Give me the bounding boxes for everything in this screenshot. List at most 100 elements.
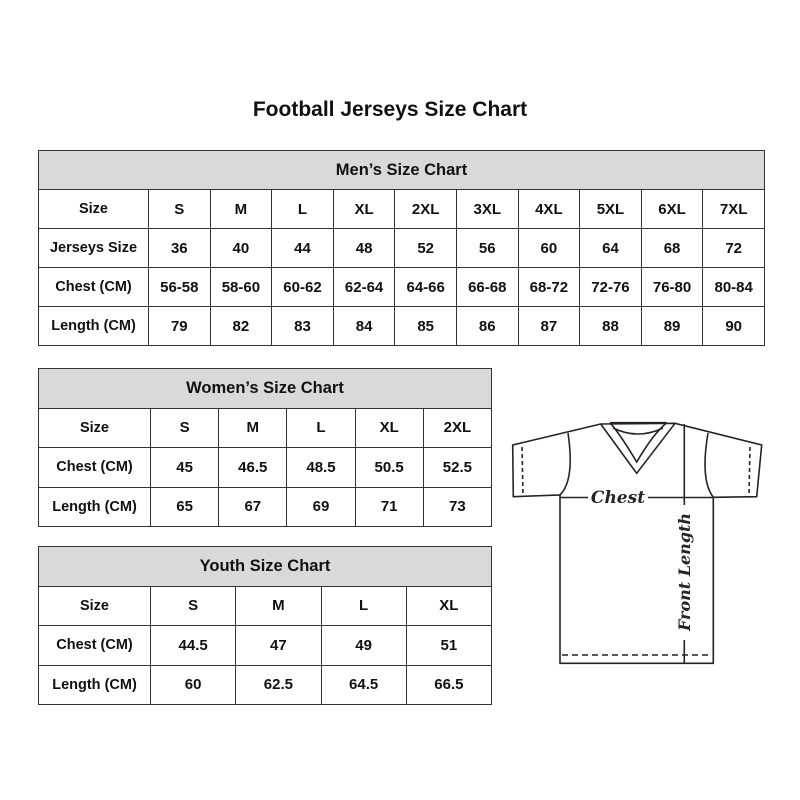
- table-cell: 67: [218, 486, 288, 527]
- table-cell: 3XL: [455, 189, 519, 229]
- womens-size-table: Women’s Size Chart Size S M L XL 2XL Chest (CM)…: [38, 368, 493, 527]
- table-cell: 52.5: [422, 447, 493, 488]
- table-cell: 36: [148, 228, 211, 268]
- table-cell: 80-84: [702, 267, 765, 307]
- table-cell: 56-58: [148, 267, 211, 307]
- table-cell: 2XL: [394, 189, 457, 229]
- jersey-measurement-diagram: Chest Front Length: [511, 421, 763, 665]
- table-cell: S: [149, 407, 220, 448]
- table-cell: 73: [422, 486, 493, 527]
- table-cell: 64.5: [320, 664, 407, 705]
- table-cell: 47: [235, 625, 322, 666]
- table-cell: 62.5: [235, 664, 322, 705]
- table-cell: 64-66: [394, 267, 457, 307]
- table-cell: 5XL: [579, 189, 642, 229]
- table-cell: 88: [579, 306, 642, 346]
- table-cell: 52: [394, 228, 457, 268]
- table-cell: 60-62: [271, 267, 334, 307]
- table-cell: 76-80: [640, 267, 704, 307]
- table-cell: 40: [209, 228, 273, 268]
- table-cell: L: [320, 585, 407, 626]
- table-cell: 68-72: [517, 267, 581, 307]
- table-cell: 84: [332, 306, 396, 346]
- collar-inner: [609, 421, 668, 464]
- page-title: Football Jerseys Size Chart: [252, 98, 528, 121]
- row-header: Length (CM): [38, 664, 151, 705]
- table-cell: L: [286, 407, 356, 448]
- table-cell: 62-64: [332, 267, 396, 307]
- table-cell: 46.5: [218, 447, 288, 488]
- row-header: Chest (CM): [38, 447, 151, 488]
- table-cell: 44: [271, 228, 334, 268]
- table-cell: 66.5: [405, 664, 493, 705]
- row-header: Length (CM): [38, 306, 149, 346]
- chest-label: Chest: [591, 488, 645, 508]
- table-cell: 85: [394, 306, 457, 346]
- table-cell: 48: [332, 228, 396, 268]
- table-row: Chest (CM) 45 46.5 48.5 50.5 52.5: [38, 447, 493, 488]
- youth-size-table: Youth Size Chart Size S M L XL Chest (CM) 44.5 4…: [38, 546, 493, 705]
- table-cell: 6XL: [640, 189, 704, 229]
- table-cell: S: [148, 189, 211, 229]
- table-row: Size S M L XL 2XL 3XL 4XL 5XL 6XL 7XL: [38, 189, 765, 229]
- table-cell: 87: [517, 306, 581, 346]
- table-cell: 50.5: [354, 447, 424, 488]
- table-cell: 58-60: [209, 267, 273, 307]
- row-header: Chest (CM): [38, 267, 149, 307]
- table-cell: 51: [405, 625, 493, 666]
- row-header: Chest (CM): [38, 625, 151, 666]
- table-cell: 86: [455, 306, 519, 346]
- table-cell: 69: [286, 486, 356, 527]
- table-cell: 65: [149, 486, 220, 527]
- table-cell: 89: [640, 306, 704, 346]
- table-cell: 60: [517, 228, 581, 268]
- table-cell: XL: [332, 189, 396, 229]
- table-row: Size S M L XL: [38, 585, 493, 626]
- table-row: Size S M L XL 2XL: [38, 407, 493, 448]
- table-cell: 90: [702, 306, 765, 346]
- table-cell: 45: [149, 447, 220, 488]
- row-header: Size: [38, 585, 151, 626]
- table-cell: 4XL: [517, 189, 581, 229]
- sleeve-hem-dashes: [521, 446, 751, 496]
- row-header: Jerseys Size: [38, 228, 149, 268]
- row-header: Size: [38, 407, 151, 448]
- table-cell: M: [235, 585, 322, 626]
- table-cell: 66-68: [455, 267, 519, 307]
- table-cell: S: [149, 585, 237, 626]
- jersey-outline: [511, 422, 763, 665]
- table-cell: 64: [579, 228, 642, 268]
- table-cell: 60: [149, 664, 237, 705]
- table-cell: M: [209, 189, 273, 229]
- row-header: Size: [38, 189, 149, 229]
- table-row: Jerseys Size 36 40 44 48 52 56 60 64 68 72: [38, 228, 765, 268]
- table-row: Length (CM) 79 82 83 84 85 86 87 88 89 90: [38, 306, 765, 346]
- table-cell: 72: [702, 228, 765, 268]
- table-row: Chest (CM) 44.5 47 49 51: [38, 625, 493, 666]
- table-cell: 49: [320, 625, 407, 666]
- table-cell: XL: [405, 585, 493, 626]
- table-cell: 2XL: [422, 407, 493, 448]
- table-cell: M: [218, 407, 288, 448]
- table-cell: 71: [354, 486, 424, 527]
- table-row: Length (CM) 65 67 69 71 73: [38, 486, 493, 527]
- table-cell: 44.5: [149, 625, 237, 666]
- table-caption: Youth Size Chart: [38, 546, 492, 587]
- collar-outer: [600, 422, 676, 475]
- front-length-label: Front Length: [675, 513, 694, 632]
- table-cell: 56: [455, 228, 519, 268]
- table-cell: 68: [640, 228, 704, 268]
- row-header: Length (CM): [38, 486, 151, 527]
- table-caption: Men’s Size Chart: [38, 150, 765, 190]
- table-caption: Women’s Size Chart: [38, 368, 492, 409]
- table-cell: 83: [271, 306, 334, 346]
- table-cell: 48.5: [286, 447, 356, 488]
- table-row: Chest (CM) 56-58 58-60 60-62 62-64 64-66 66-68…: [38, 267, 765, 307]
- table-cell: XL: [354, 407, 424, 448]
- table-cell: 82: [209, 306, 273, 346]
- table-cell: L: [271, 189, 334, 229]
- table-cell: 79: [148, 306, 211, 346]
- sleeve-seams: [559, 432, 714, 498]
- table-cell: 72-76: [579, 267, 642, 307]
- mens-size-table: Men’s Size Chart Size S M L XL 2XL 3XL 4XL 5XL 6XL…: [38, 150, 765, 346]
